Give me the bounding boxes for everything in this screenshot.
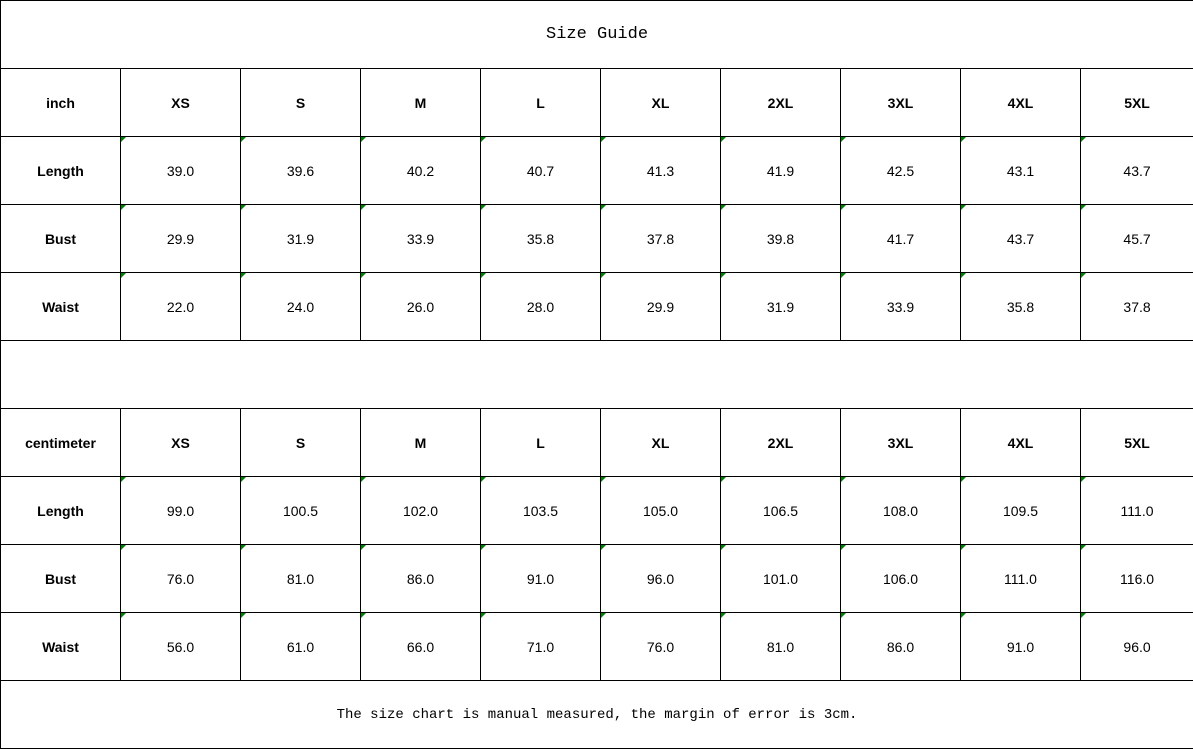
measurement-value: 42.5 [840,136,961,205]
size-header: 2XL [720,68,841,137]
size-header: 3XL [840,68,961,137]
size-header: XL [600,68,721,137]
size-header: 4XL [960,68,1081,137]
measurement-value: 102.0 [360,476,481,545]
spacer-cell [0,340,1193,409]
measurement-value: 106.5 [720,476,841,545]
measurement-value: 33.9 [360,204,481,273]
measurement-value: 24.0 [240,272,361,341]
measurement-label: Waist [0,272,121,341]
measurement-label: Waist [0,612,121,681]
measurement-value: 33.9 [840,272,961,341]
measurement-value: 111.0 [1079,476,1193,545]
measurement-value: 37.8 [600,204,721,273]
spacer-row [0,340,1193,409]
size-header: XS [120,408,241,477]
size-header: 4XL [960,408,1081,477]
footnote: The size chart is manual measured, the m… [0,680,1193,749]
measurement-value: 96.0 [600,544,721,613]
measurement-value: 66.0 [360,612,481,681]
table-row: Bust 76.0 81.0 86.0 91.0 96.0 101.0 106.0 111.0 1… [0,544,1193,613]
measurement-value: 39.6 [240,136,361,205]
note-row: The size chart is manual measured, the m… [0,680,1193,749]
title-row: Size Guide [0,0,1193,69]
size-header: 5XL [1079,408,1193,477]
measurement-label: Length [0,476,121,545]
measurement-value: 29.9 [600,272,721,341]
measurement-label: Bust [0,544,121,613]
size-header: 5XL [1079,68,1193,137]
measurement-value: 86.0 [360,544,481,613]
table-row: Waist 22.0 24.0 26.0 28.0 29.9 31.9 33.9 35.8 37.… [0,272,1193,341]
measurement-value: 41.3 [600,136,721,205]
measurement-value: 100.5 [240,476,361,545]
header-row: inch XS S M L XL 2XL 3XL 4XL 5XL [0,68,1193,137]
table-row: Waist 56.0 61.0 66.0 71.0 76.0 81.0 86.0 91.0 96.… [0,612,1193,681]
measurement-label: Bust [0,204,121,273]
measurement-value: 28.0 [480,272,601,341]
measurement-value: 111.0 [960,544,1081,613]
measurement-value: 37.8 [1079,272,1193,341]
measurement-value: 99.0 [120,476,241,545]
measurement-value: 41.7 [840,204,961,273]
header-row: centimeter XS S M L XL 2XL 3XL 4XL 5XL [0,408,1193,477]
measurement-value: 35.8 [480,204,601,273]
measurement-value: 31.9 [720,272,841,341]
measurement-label: Length [0,136,121,205]
size-header: 3XL [840,408,961,477]
size-header: L [480,68,601,137]
measurement-value: 103.5 [480,476,601,545]
measurement-value: 101.0 [720,544,841,613]
measurement-value: 43.7 [1079,136,1193,205]
measurement-value: 109.5 [960,476,1081,545]
size-header: XL [600,408,721,477]
measurement-value: 43.1 [960,136,1081,205]
measurement-value: 61.0 [240,612,361,681]
measurement-value: 35.8 [960,272,1081,341]
measurement-value: 43.7 [960,204,1081,273]
measurement-value: 81.0 [720,612,841,681]
size-header: S [240,408,361,477]
table-row: Bust 29.9 31.9 33.9 35.8 37.8 39.8 41.7 43.7 45.7 [0,204,1193,273]
unit-label: inch [0,68,121,137]
size-header: XS [120,68,241,137]
table-row: Length 99.0 100.5 102.0 103.5 105.0 106.5 108.0… [0,476,1193,545]
page-title: Size Guide [0,0,1193,69]
unit-label: centimeter [0,408,121,477]
measurement-value: 76.0 [120,544,241,613]
measurement-value: 29.9 [120,204,241,273]
measurement-value: 56.0 [120,612,241,681]
measurement-value: 108.0 [840,476,961,545]
size-header: L [480,408,601,477]
measurement-value: 96.0 [1079,612,1193,681]
measurement-value: 76.0 [600,612,721,681]
measurement-value: 39.0 [120,136,241,205]
measurement-value: 39.8 [720,204,841,273]
table-row: Length 39.0 39.6 40.2 40.7 41.3 41.9 42.5 43.1 43… [0,136,1193,205]
size-header: M [360,408,481,477]
measurement-value: 91.0 [480,544,601,613]
measurement-value: 40.7 [480,136,601,205]
measurement-value: 40.2 [360,136,481,205]
measurement-value: 45.7 [1079,204,1193,273]
measurement-value: 86.0 [840,612,961,681]
measurement-value: 22.0 [120,272,241,341]
measurement-value: 71.0 [480,612,601,681]
size-header: M [360,68,481,137]
measurement-value: 106.0 [840,544,961,613]
measurement-value: 116.0 [1079,544,1193,613]
size-header: S [240,68,361,137]
measurement-value: 41.9 [720,136,841,205]
measurement-value: 26.0 [360,272,481,341]
measurement-value: 105.0 [600,476,721,545]
size-header: 2XL [720,408,841,477]
measurement-value: 81.0 [240,544,361,613]
measurement-value: 31.9 [240,204,361,273]
measurement-value: 91.0 [960,612,1081,681]
